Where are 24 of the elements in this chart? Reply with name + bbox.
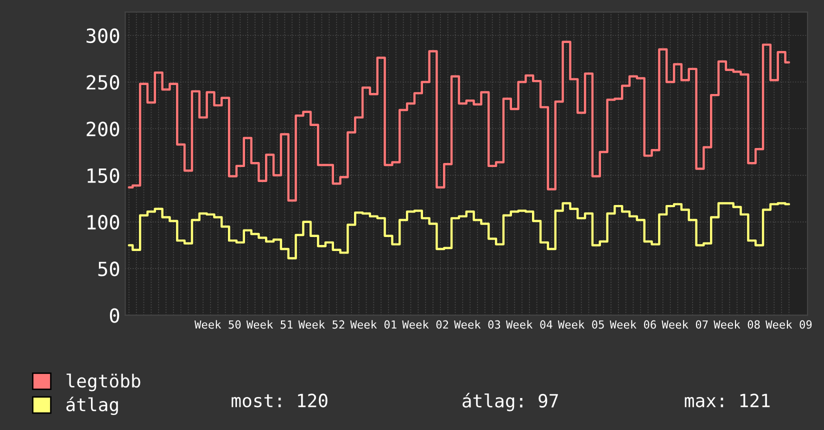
x-tick-label: Week 51 (246, 320, 293, 329)
y-tick-label: 250 (86, 75, 120, 90)
text: átlag: 97 (462, 392, 558, 412)
y-tick-label: 300 (86, 28, 120, 44)
x-tick-label: Week 50 (194, 320, 241, 329)
x-tick-label: Week 08 (714, 320, 760, 329)
x-tick-label: Week 05 (558, 320, 604, 329)
legend-label: átlag (66, 396, 118, 416)
text: max: 121 (684, 394, 770, 408)
legend-label: legtöbb (66, 374, 140, 392)
x-tick-label: Week 04 (506, 320, 552, 329)
x-tick-label: Week 03 (454, 320, 500, 329)
text: most: 120 (232, 394, 328, 408)
x-tick-label: Week 09 (766, 320, 812, 329)
y-tick-label: 100 (88, 214, 120, 230)
y-tick-label: 50 (98, 262, 120, 276)
x-tick-label: Week 07 (662, 320, 708, 329)
y-tick-label: 0 (110, 308, 120, 323)
y-tick-label: 150 (88, 168, 120, 183)
x-tick-label: Week 06 (610, 320, 656, 329)
x-tick-label: Week 01 (350, 320, 396, 329)
x-tick-label: Week 52 (298, 320, 344, 329)
y-tick-label: 200 (86, 122, 120, 136)
x-tick-label: Week 02 (402, 320, 448, 329)
